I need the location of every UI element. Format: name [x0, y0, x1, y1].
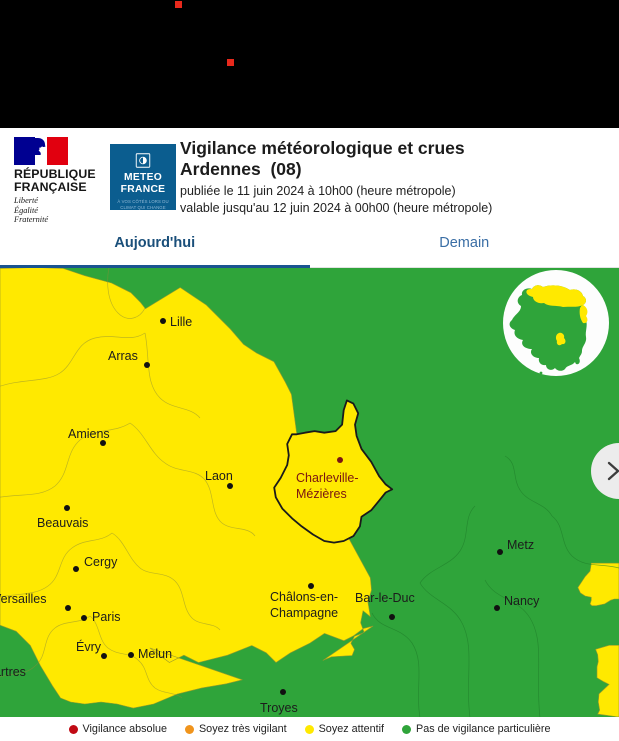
- svg-text:Arras: Arras: [108, 349, 138, 363]
- svg-text:Beauvais: Beauvais: [37, 516, 88, 530]
- svg-text:Chartres: Chartres: [0, 665, 26, 679]
- svg-text:Paris: Paris: [92, 610, 120, 624]
- svg-text:Laon: Laon: [205, 469, 233, 483]
- svg-text:Mézières: Mézières: [296, 487, 347, 501]
- svg-text:Champagne: Champagne: [270, 606, 338, 620]
- svg-text:Amiens: Amiens: [68, 427, 110, 441]
- svg-text:Lille: Lille: [170, 315, 192, 329]
- svg-text:Melun: Melun: [138, 647, 172, 661]
- svg-text:Châlons-en-: Châlons-en-: [270, 590, 338, 604]
- svg-text:Troyes: Troyes: [260, 701, 298, 715]
- svg-text:Metz: Metz: [507, 538, 534, 552]
- svg-text:Versailles: Versailles: [0, 592, 47, 606]
- svg-text:Charleville-: Charleville-: [296, 471, 359, 485]
- svg-text:Cergy: Cergy: [84, 555, 118, 569]
- svg-text:Nancy: Nancy: [504, 594, 540, 608]
- svg-text:Bar-le-Duc: Bar-le-Duc: [355, 591, 415, 605]
- svg-text:Évry: Évry: [76, 639, 102, 654]
